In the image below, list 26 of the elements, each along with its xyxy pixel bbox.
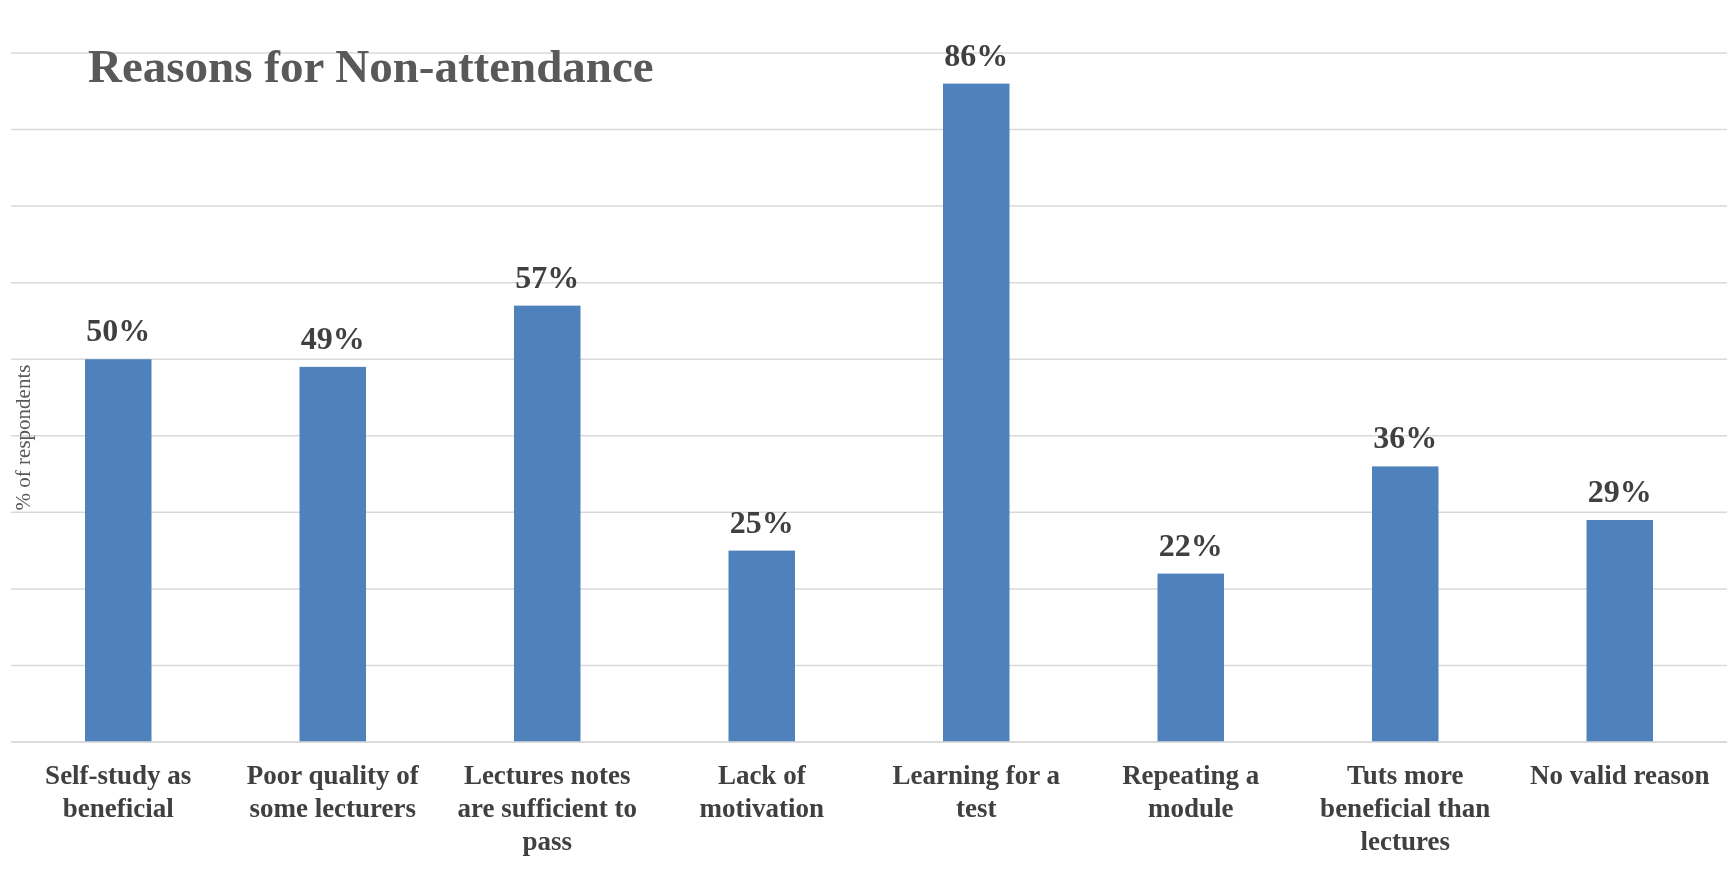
y-axis-title: % of respondents xyxy=(11,364,35,511)
x-tick-label: Lack of motivation xyxy=(699,760,824,823)
data-label: 57% xyxy=(515,258,580,295)
data-label: 25% xyxy=(729,503,794,540)
bar xyxy=(728,550,795,742)
x-tick-label: Repeating a module xyxy=(1122,760,1260,823)
bar xyxy=(85,359,152,742)
data-label: 86% xyxy=(944,36,1009,73)
bar xyxy=(299,366,366,742)
data-label: 22% xyxy=(1158,526,1223,563)
x-tick-label: Tuts more beneficial than lectures xyxy=(1320,760,1491,856)
bar xyxy=(1372,466,1439,742)
bar xyxy=(1157,573,1224,742)
data-label: 50% xyxy=(86,312,151,349)
chart-title: Reasons for Non-attendance xyxy=(88,40,654,92)
x-tick-label: Poor quality of some lecturers xyxy=(246,760,420,823)
bar xyxy=(1586,519,1653,742)
x-tick-label: No valid reason xyxy=(1529,760,1710,790)
data-label: 49% xyxy=(300,319,365,356)
x-tick-label: Self-study as beneficial xyxy=(45,760,192,823)
x-tick-label: Learning for a test xyxy=(892,760,1061,823)
bar xyxy=(514,305,581,742)
x-tick-label: Lectures notes are sufficient to pass xyxy=(457,760,637,856)
data-label: 29% xyxy=(1587,472,1652,509)
data-label: 36% xyxy=(1373,419,1438,456)
bar xyxy=(943,83,1010,742)
